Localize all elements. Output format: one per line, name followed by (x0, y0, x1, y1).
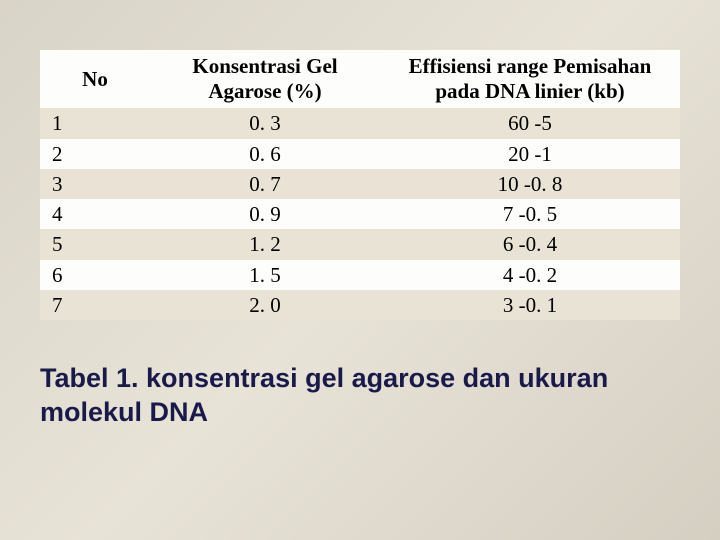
cell-no: 4 (40, 199, 150, 229)
cell-effisiensi: 6 -0. 4 (380, 229, 680, 259)
cell-konsentrasi: 0. 7 (150, 169, 380, 199)
cell-effisiensi: 7 -0. 5 (380, 199, 680, 229)
table-row: 4 0. 9 7 -0. 5 (40, 199, 680, 229)
cell-konsentrasi: 0. 6 (150, 139, 380, 169)
table-caption: Tabel 1. konsentrasi gel agarose dan uku… (40, 362, 680, 430)
table-row: 3 0. 7 10 -0. 8 (40, 169, 680, 199)
cell-effisiensi: 3 -0. 1 (380, 290, 680, 320)
cell-no: 6 (40, 260, 150, 290)
cell-effisiensi: 20 -1 (380, 139, 680, 169)
cell-effisiensi: 10 -0. 8 (380, 169, 680, 199)
agarose-table: No Konsentrasi Gel Agarose (%) Effisiens… (40, 50, 680, 320)
table-header-row: No Konsentrasi Gel Agarose (%) Effisiens… (40, 50, 680, 108)
cell-no: 1 (40, 108, 150, 138)
table-row: 1 0. 3 60 -5 (40, 108, 680, 138)
cell-konsentrasi: 0. 3 (150, 108, 380, 138)
col-header-no: No (40, 50, 150, 108)
cell-konsentrasi: 1. 2 (150, 229, 380, 259)
cell-konsentrasi: 1. 5 (150, 260, 380, 290)
table-row: 5 1. 2 6 -0. 4 (40, 229, 680, 259)
table-row: 7 2. 0 3 -0. 1 (40, 290, 680, 320)
data-table-container: No Konsentrasi Gel Agarose (%) Effisiens… (40, 50, 680, 320)
cell-no: 7 (40, 290, 150, 320)
cell-no: 2 (40, 139, 150, 169)
table-body: 1 0. 3 60 -5 2 0. 6 20 -1 3 0. 7 10 -0. … (40, 108, 680, 320)
cell-no: 3 (40, 169, 150, 199)
cell-konsentrasi: 2. 0 (150, 290, 380, 320)
cell-konsentrasi: 0. 9 (150, 199, 380, 229)
cell-effisiensi: 4 -0. 2 (380, 260, 680, 290)
table-row: 6 1. 5 4 -0. 2 (40, 260, 680, 290)
col-header-konsentrasi: Konsentrasi Gel Agarose (%) (150, 50, 380, 108)
cell-no: 5 (40, 229, 150, 259)
col-header-effisiensi: Effisiensi range Pemisahan pada DNA lini… (380, 50, 680, 108)
table-row: 2 0. 6 20 -1 (40, 139, 680, 169)
cell-effisiensi: 60 -5 (380, 108, 680, 138)
